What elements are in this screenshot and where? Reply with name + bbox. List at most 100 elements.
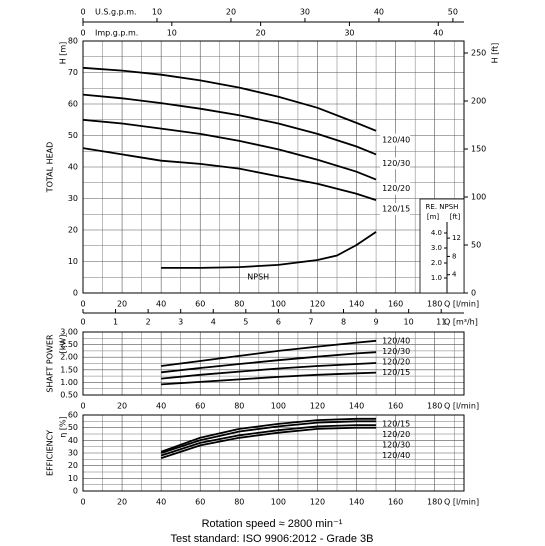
x2-tick-label: 10 [404, 318, 414, 327]
x3-axis-label: U.S.g.p.m. [95, 8, 137, 17]
footer-text: Rotation speed ≈ 2800 min⁻¹ [202, 518, 343, 530]
npsh-tick-label: 2.0 [431, 259, 442, 267]
curve-label: 120/20 [382, 358, 410, 367]
y-tick-label: 3.00 [60, 328, 78, 337]
x3-tick-label: 0 [80, 8, 85, 17]
x2-tick-label: 4 [211, 318, 216, 327]
y2-tick-label: 0 [471, 289, 476, 298]
npsh-inset [419, 198, 465, 294]
x-tick-label: 100 [271, 498, 286, 507]
npsh-ft-tick-label: 4 [452, 271, 457, 279]
x4-tick-label: 30 [344, 29, 354, 38]
y-axis-label: [kW] [59, 335, 68, 354]
curve [82, 147, 377, 201]
x-tick-label: 120 [310, 402, 325, 411]
x4-tick-label: 20 [256, 29, 266, 38]
curve-label: NPSH [247, 273, 269, 282]
x-tick-label: 0 [80, 402, 85, 411]
curve-label: 120/30 [382, 347, 410, 356]
y-tick-label: 40 [68, 436, 78, 445]
x-axis-label: Q [l/min] [444, 300, 479, 309]
curve-label: 120/15 [382, 368, 410, 377]
curve-label: 120/15 [382, 205, 410, 214]
curve-label: 120/40 [382, 135, 410, 144]
y-tick-label: 2.00 [60, 353, 78, 362]
y-axis-label: η [%] [59, 416, 68, 437]
x-tick-label: 160 [388, 402, 403, 411]
x4-axis-label: Imp.g.p.m. [95, 29, 138, 38]
x3-tick-label: 50 [448, 8, 458, 17]
npsh-title: RE. NPSH [426, 203, 459, 211]
y2-axis-label: H [ft] [491, 43, 500, 64]
curve [82, 66, 377, 132]
y2-tick-label: 200 [471, 97, 486, 106]
x-tick-label: 120 [310, 300, 325, 309]
x-tick-label: 0 [80, 498, 85, 507]
y-axis-title: EFFICIENCY [46, 430, 55, 476]
curve [82, 118, 377, 181]
x-tick-label: 180 [427, 402, 442, 411]
npsh-ft-tick-label: 8 [452, 252, 456, 260]
x2-tick-label: 0 [80, 318, 85, 327]
curve [161, 231, 377, 269]
y-tick-label: 30 [68, 449, 78, 458]
x-tick-label: 80 [234, 300, 244, 309]
curve [160, 420, 377, 454]
x2-tick-label: 11 [436, 318, 446, 327]
y-tick-label: 50 [68, 131, 78, 140]
x-tick-label: 180 [427, 300, 442, 309]
x-tick-label: 160 [388, 300, 403, 309]
curve-label-box [380, 133, 411, 146]
curve-label-box [380, 182, 411, 195]
x2-tick-label: 2 [146, 318, 151, 327]
x-tick-label: 80 [234, 402, 244, 411]
y-tick-label: 50 [68, 423, 78, 432]
x-tick-label: 40 [156, 498, 166, 507]
plot-frame [82, 331, 465, 396]
x4-tick-label: 40 [433, 29, 443, 38]
x-tick-label: 100 [271, 402, 286, 411]
y-tick-label: 40 [68, 163, 78, 172]
npsh-m-label: [m] [427, 213, 440, 221]
x-axis-label: Q [l/min] [444, 402, 479, 411]
x-tick-label: 140 [349, 300, 364, 309]
y-tick-label: 0 [73, 487, 78, 496]
footer-text: Test standard: ISO 9906:2012 - Grade 3B [170, 533, 373, 545]
x2-tick-label: 6 [276, 318, 281, 327]
y2-tick-label: 150 [471, 145, 486, 154]
npsh-ft-label: [ft] [450, 213, 461, 221]
x4-tick-label: 0 [80, 29, 85, 38]
x-tick-label: 20 [117, 300, 127, 309]
x-tick-label: 60 [195, 402, 205, 411]
x-tick-label: 20 [117, 402, 127, 411]
curve-label: 120/15 [382, 420, 410, 429]
plot-frame [82, 414, 465, 492]
x4-tick-label: 10 [167, 29, 177, 38]
curve [161, 351, 377, 374]
x3-tick-label: 20 [226, 8, 236, 17]
x-tick-label: 80 [234, 498, 244, 507]
y2-tick-label: 250 [471, 49, 486, 58]
curve-label: 120/20 [382, 430, 410, 439]
y-tick-label: 30 [68, 194, 78, 203]
x-tick-label: 40 [156, 300, 166, 309]
x-tick-label: 120 [310, 498, 325, 507]
x-tick-label: 60 [195, 498, 205, 507]
npsh-tick-label: 1.0 [431, 274, 442, 282]
x2-tick-label: 5 [243, 318, 248, 327]
y-tick-label: 80 [68, 37, 78, 46]
x-tick-label: 140 [349, 498, 364, 507]
curve-label: 120/20 [382, 184, 410, 193]
x2-tick-label: 8 [341, 318, 346, 327]
curve [160, 424, 377, 457]
curve [82, 93, 377, 156]
y-tick-label: 0.50 [60, 391, 78, 400]
x-tick-label: 20 [117, 498, 127, 507]
x3-tick-label: 30 [300, 8, 310, 17]
x2-tick-label: 1 [113, 318, 118, 327]
y-axis-title: SHAFT POWER [46, 334, 55, 393]
x-tick-label: 40 [156, 402, 166, 411]
y-tick-label: 20 [68, 226, 78, 235]
y-tick-label: 60 [68, 411, 78, 420]
x-tick-label: 140 [349, 402, 364, 411]
